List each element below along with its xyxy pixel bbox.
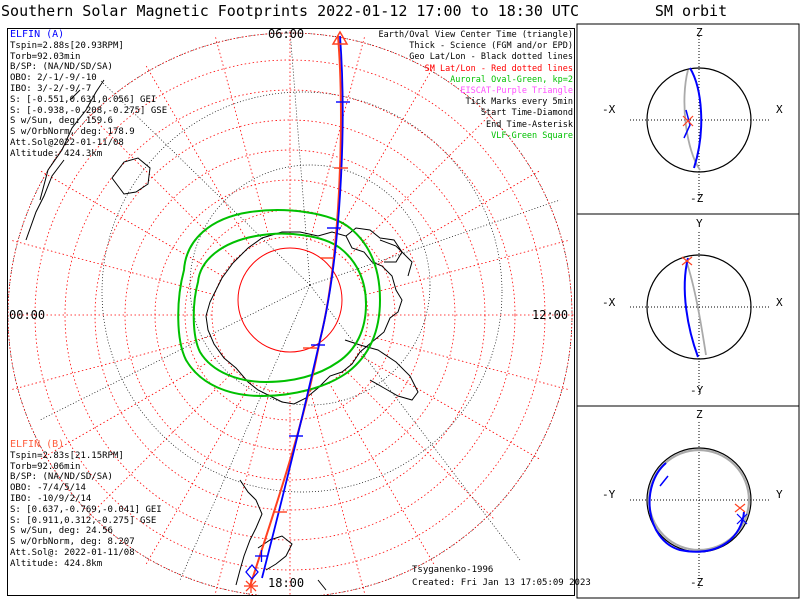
elfin-a-info-line: S: [-0.938,-0.208,-0.275] GSE: [10, 105, 168, 116]
legend-entry: End Time-Asterisk: [486, 119, 573, 130]
elfin-a-info-line: S w/Sun, deg: 159.6: [10, 116, 113, 127]
sm-spoke: [328, 63, 436, 248]
sm-spoke: [344, 369, 496, 521]
elfin-b-info: ELFIN (B) Tspin=2.83s[21.15RPM] Torb=92.0…: [10, 439, 162, 570]
p3-axis-right: Y: [776, 488, 783, 501]
elfin-a-name: ELFIN (A): [10, 29, 65, 40]
elfin-b-info-line: IBO: -10/9/2/14: [10, 493, 92, 504]
orbit-panel-xy: [630, 232, 770, 396]
legend-entry: Start Time-Diamond: [480, 108, 573, 119]
legend-entry: Earth/Oval View Center Time (triangle): [378, 30, 573, 40]
elfin-a-info: ELFIN (A) Tspin=2.88s[20.93RPM] Torb=92.0…: [10, 29, 168, 160]
mlt-label-bottom: 18:00: [268, 576, 305, 590]
elfin-a-info-line: B/SP: (NA/ND/SD/SA): [10, 62, 113, 73]
sm-spoke: [365, 334, 571, 391]
p1-axis-bottom: -Z: [690, 192, 704, 205]
elfin-b-info-line: S w/Sun, deg: 24.56: [10, 526, 113, 537]
sm-spoke: [9, 239, 215, 296]
elfin-b-info-line: S: [0.911,0.312,-0.275] GSE: [10, 515, 157, 526]
sm-grid: [8, 29, 574, 595]
sm-spoke: [309, 390, 366, 595]
mlt-label-left: 00:00: [9, 308, 46, 322]
p2-axis-bottom: -Y: [690, 384, 704, 397]
footprint-map-frame: [7, 28, 575, 596]
elfin-a-info-line: IBO: 3/-2/-9/-7: [10, 83, 92, 94]
legend-entry: Thick - Science (FGM and/or EPD): [409, 41, 573, 52]
orbit-panel-xz: [630, 36, 770, 204]
sm-spoke: [144, 63, 252, 248]
auroral-oval: [177, 209, 382, 398]
sm-spoke: [38, 169, 223, 277]
p2-axis-top: Y: [696, 217, 703, 230]
p1-axis-left: -X: [602, 103, 616, 116]
legend-entry: Tick Marks every 5min: [465, 97, 573, 108]
elfin-a-info-line: OBO: 2/-1/-9/-10: [10, 73, 97, 84]
legend-entry: SM Lat/Lon - Red dotted lines: [424, 63, 573, 74]
elfin-b-info-line: S: [0.637,-0.769,-0.041] GEI: [10, 504, 162, 515]
legend-entry: VLF-Green Square: [491, 130, 573, 141]
sm-spoke: [344, 109, 496, 261]
elfin-b-name: ELFIN (B): [10, 439, 65, 450]
model-label: Tsyganenko-1996: [412, 565, 494, 575]
sm-spoke: [214, 390, 271, 595]
end-asterisk: [244, 579, 258, 593]
elfin-b-info-line: OBO: -7/4/5/14: [10, 483, 86, 494]
sm-spoke: [144, 382, 252, 567]
elfin-a-info-line: Tspin=2.88s[20.93RPM]: [10, 40, 124, 51]
sm-spoke: [214, 34, 271, 240]
sm-spoke: [84, 109, 236, 261]
elfin-b-info-line: Att.Sol@: 2022-01-11/08: [10, 547, 135, 558]
elfin-b-info-line: Altitude: 424.8km: [10, 558, 103, 569]
p2-axis-left: -X: [602, 296, 616, 309]
legend-entry: Geo Lat/Lon - Black dotted lines: [409, 52, 573, 63]
legend: Earth/Oval View Center Time (triangle) Th…: [379, 30, 573, 142]
p2-axis-right: X: [776, 296, 783, 309]
legend-entry: EISCAT-Purple Triangle: [460, 86, 573, 97]
elfin-b-info-line: S w/OrbNorm, deg: 8.207: [10, 537, 135, 548]
orbit-panel-yz: [630, 422, 770, 588]
sm-spoke: [38, 353, 223, 461]
elfin-b-info-line: B/SP: (NA/ND/SD/SA): [10, 472, 113, 483]
orbit-panel-title: SM orbit: [654, 2, 728, 20]
elfin-b-info-line: Torb=92.06min: [10, 461, 81, 472]
p3-axis-left: -Y: [602, 488, 616, 501]
plot-title: Southern Solar Magnetic Footprints 2022-…: [1, 2, 579, 20]
sm-spoke: [309, 34, 366, 240]
elfin-a-info-line: Altitude: 424.3km: [10, 148, 103, 159]
sm-spoke: [84, 369, 236, 521]
sm-spoke: [328, 382, 436, 567]
elfin-a-track: [261, 35, 344, 579]
start-diamond: [245, 564, 259, 580]
p3-axis-bottom: -Z: [690, 576, 704, 589]
sm-spoke: [357, 169, 542, 277]
legend-entry: Auroral Oval-Green, kp=2: [450, 74, 573, 85]
p1-axis-top: Z: [696, 26, 703, 39]
sm-spoke: [357, 353, 542, 461]
end-asterisk-a: [255, 550, 268, 562]
sm-spoke: [365, 239, 571, 296]
elfin-a-info-line: S: [-0.551,0.631,0.056] GEI: [10, 94, 157, 105]
sm-pole-circle: [237, 247, 343, 353]
elfin-a-info-line: S w/OrbNorm, deg: 178.9: [10, 127, 135, 138]
mlt-label-top: 06:00: [268, 27, 305, 41]
created-label: Created: Fri Jan 13 17:05:09 2023: [412, 578, 591, 588]
elfin-a-info-line: Torb=92.03min: [10, 51, 81, 62]
elfin-a-info-line: Att.Sol@2022-01-11/08: [10, 137, 124, 148]
view-center-triangle: [331, 30, 349, 45]
sm-spoke: [9, 334, 215, 391]
elfin-b-info-line: Tspin=2.83s[21.15RPM]: [10, 450, 124, 461]
p3-axis-top: Z: [696, 408, 703, 421]
mlt-label-right: 12:00: [532, 308, 569, 322]
p1-axis-right: X: [776, 103, 783, 116]
